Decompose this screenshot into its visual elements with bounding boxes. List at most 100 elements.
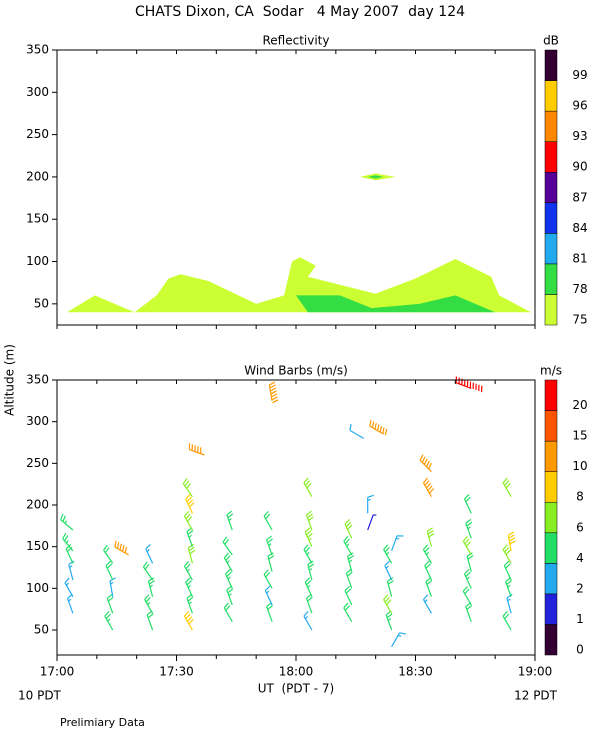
panel-title: Wind Barbs (m/s) — [244, 364, 348, 378]
wind-barb — [186, 527, 194, 547]
wind-barb — [391, 535, 404, 552]
wind-barb — [103, 544, 114, 564]
wind-barb — [425, 577, 433, 597]
wind-barb — [419, 454, 432, 473]
wind-barb — [268, 381, 279, 404]
wind-barb — [367, 514, 377, 531]
y-tick-label: 350 — [26, 373, 49, 387]
colorbar-label: 1 — [576, 612, 584, 626]
colorbar-bin — [544, 294, 558, 326]
colorbar-label: 81 — [572, 251, 587, 265]
colorbar-label: 78 — [572, 282, 587, 296]
wind-barb — [185, 494, 195, 514]
wind-barb — [383, 544, 393, 564]
wind-barb — [62, 532, 74, 552]
wind-barb — [455, 376, 483, 393]
wind-barb — [422, 544, 432, 564]
wind-barb — [267, 552, 275, 572]
wind-barb — [144, 594, 154, 614]
wind-barb — [462, 536, 472, 556]
x-tick-label: 19:00 — [518, 665, 553, 679]
wind-barb — [343, 602, 353, 622]
colorbar-label: 99 — [572, 68, 587, 82]
wind-barb — [142, 561, 154, 581]
wind-barb — [345, 568, 353, 589]
wind-barb — [507, 531, 516, 551]
wind-barb — [391, 632, 406, 647]
wind-barb — [182, 478, 193, 498]
wind-barb — [183, 611, 194, 631]
wind-barb — [343, 536, 353, 556]
y-tick-label: 350 — [26, 43, 49, 57]
wind-barb — [344, 519, 353, 539]
y-tick-label: 250 — [26, 127, 49, 141]
colorbar-label: 84 — [572, 221, 587, 235]
colorbar-bin — [544, 233, 558, 265]
y-tick-label: 200 — [26, 169, 49, 183]
wind-barb — [266, 535, 273, 556]
wind-barb — [349, 424, 365, 439]
wind-barb — [465, 518, 473, 539]
local-time-start: 10 PDT — [18, 689, 62, 703]
wind-barb — [223, 552, 233, 572]
wind-barb — [305, 510, 314, 531]
contour-region — [66, 257, 532, 313]
y-tick-label: 200 — [26, 498, 49, 512]
wind-barb — [305, 593, 313, 614]
wind-barb — [304, 577, 313, 597]
y-tick-label: 300 — [26, 414, 49, 428]
wind-barb — [146, 610, 154, 631]
wind-barb — [384, 560, 393, 581]
wind-barb — [104, 611, 114, 631]
colorbar-bin — [544, 593, 558, 625]
wind-barb — [506, 593, 513, 614]
wind-barb — [264, 585, 273, 606]
local-time-end: 12 PDT — [514, 689, 558, 703]
y-tick-label: 50 — [34, 296, 49, 310]
x-axis-label: UT (PDT - 7) — [258, 682, 335, 696]
colorbar-bin — [544, 410, 558, 442]
wind-barb — [383, 594, 393, 614]
wind-barb — [263, 569, 273, 589]
wind-barb — [426, 527, 435, 547]
wind-barb — [183, 511, 193, 531]
y-tick-label: 50 — [34, 623, 49, 637]
colorbar-label: 90 — [572, 160, 587, 174]
wind-barb — [466, 552, 474, 572]
colorbar-bin — [544, 532, 558, 564]
wind-barb — [424, 560, 432, 581]
colorbar-label: 96 — [572, 99, 587, 113]
panel-title: Reflectivity — [262, 34, 329, 48]
wind-barb — [68, 560, 75, 581]
wind-barb — [369, 419, 388, 436]
wind-barb — [187, 543, 196, 564]
y-axis-label: Altitude (m) — [3, 344, 17, 416]
wind-barb — [64, 577, 74, 597]
contour-region — [367, 175, 384, 179]
wind-barb — [145, 544, 154, 564]
wind-barb — [463, 494, 472, 514]
colorbar-bin — [544, 471, 558, 503]
wind-barb — [109, 577, 116, 597]
colorbar-bin — [544, 110, 558, 142]
colorbar-bin — [544, 563, 558, 595]
wind-barb — [226, 585, 234, 606]
wind-barb — [105, 560, 114, 581]
colorbar-label: 93 — [572, 129, 587, 143]
wind-barb — [385, 610, 393, 631]
colorbar-bin — [544, 379, 558, 411]
wind-barb — [188, 443, 205, 456]
colorbar-label: 2 — [576, 581, 584, 595]
wind-barb — [422, 594, 432, 614]
wind-barb — [147, 577, 155, 597]
wind-barb — [226, 510, 234, 531]
wind-barb — [186, 593, 194, 614]
wind-barb — [303, 477, 313, 497]
plot-frame — [56, 379, 536, 656]
wind-barb — [266, 602, 273, 622]
wind-barb — [303, 544, 313, 564]
colorbar-bin — [544, 49, 558, 81]
wind-barb — [114, 540, 130, 556]
wind-barb — [224, 569, 233, 589]
